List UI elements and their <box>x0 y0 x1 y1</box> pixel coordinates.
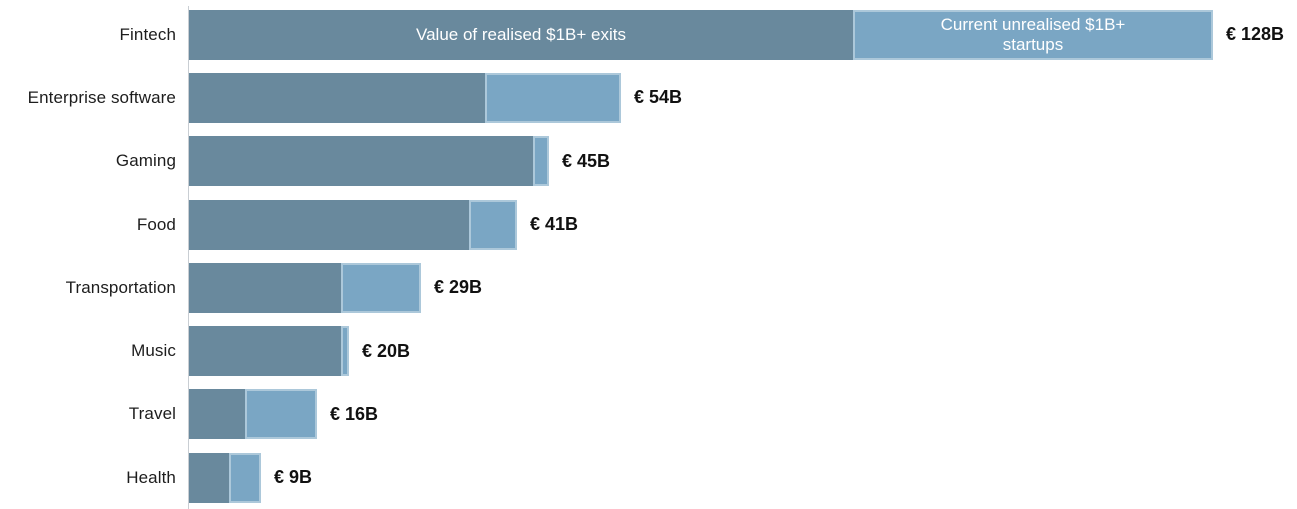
total-value-label: € 20B <box>362 340 411 361</box>
unrealised-startups-segment: Current unrealised $1B+ startups <box>853 9 1213 60</box>
unrealised-startups-segment <box>469 199 517 250</box>
total-value-label: € 45B <box>562 150 611 171</box>
stacked-bar <box>189 389 317 440</box>
realised-exits-segment <box>189 262 341 313</box>
stacked-bar <box>189 72 621 123</box>
category-label: Transportation <box>65 277 176 297</box>
category-label: Fintech <box>119 24 176 44</box>
stacked-bar <box>189 199 517 250</box>
total-value-label: € 128B <box>1226 24 1285 45</box>
stacked-bar: Value of realised $1B+ exits Current unre… <box>189 9 1213 60</box>
bar-row: Fintech Value of realised $1B+ exits Curre… <box>0 3 1297 66</box>
total-value-label: € 16B <box>330 403 379 424</box>
total-value-label: € 41B <box>530 214 579 235</box>
realised-exits-segment: Value of realised $1B+ exits <box>189 9 853 60</box>
category-label: Food <box>136 214 176 234</box>
category-label: Travel <box>128 404 176 424</box>
unrealised-startups-segment <box>245 389 317 440</box>
total-value-label: € 29B <box>434 277 483 298</box>
unrealised-startups-segment <box>341 326 349 377</box>
stacked-bar <box>189 326 349 377</box>
total-value-label: € 9B <box>274 467 313 488</box>
bar-row: Transportation € 29B <box>0 256 1297 319</box>
category-label: Gaming <box>115 151 176 171</box>
stacked-bar <box>189 262 421 313</box>
unrealised-startups-segment <box>341 262 421 313</box>
bar-row: Food € 41B <box>0 193 1297 256</box>
bar-row: Health € 9B <box>0 446 1297 509</box>
realised-exits-segment <box>189 72 485 123</box>
category-label: Music <box>131 341 176 361</box>
y-axis-line <box>188 6 189 509</box>
total-value-label: € 54B <box>634 87 683 108</box>
category-label: Enterprise software <box>27 87 176 107</box>
realised-exits-segment <box>189 389 245 440</box>
bar-row: Gaming € 45B <box>0 130 1297 193</box>
realised-exits-segment <box>189 452 229 503</box>
unrealised-series-inline-label: Current unrealised $1B+ startups <box>940 14 1126 54</box>
bar-row: Music € 20B <box>0 319 1297 382</box>
realised-series-inline-label: Value of realised $1B+ exits <box>416 24 626 44</box>
bar-row: Enterprise software € 54B <box>0 66 1297 129</box>
stacked-bar <box>189 136 549 187</box>
unrealised-startups-segment <box>533 136 549 187</box>
bar-row: Travel € 16B <box>0 383 1297 446</box>
realised-exits-segment <box>189 326 341 377</box>
unrealised-startups-segment <box>485 72 621 123</box>
unrealised-startups-segment <box>229 452 261 503</box>
realised-exits-segment <box>189 136 533 187</box>
category-label: Health <box>126 467 176 487</box>
stacked-bar <box>189 452 261 503</box>
realised-exits-segment <box>189 199 469 250</box>
